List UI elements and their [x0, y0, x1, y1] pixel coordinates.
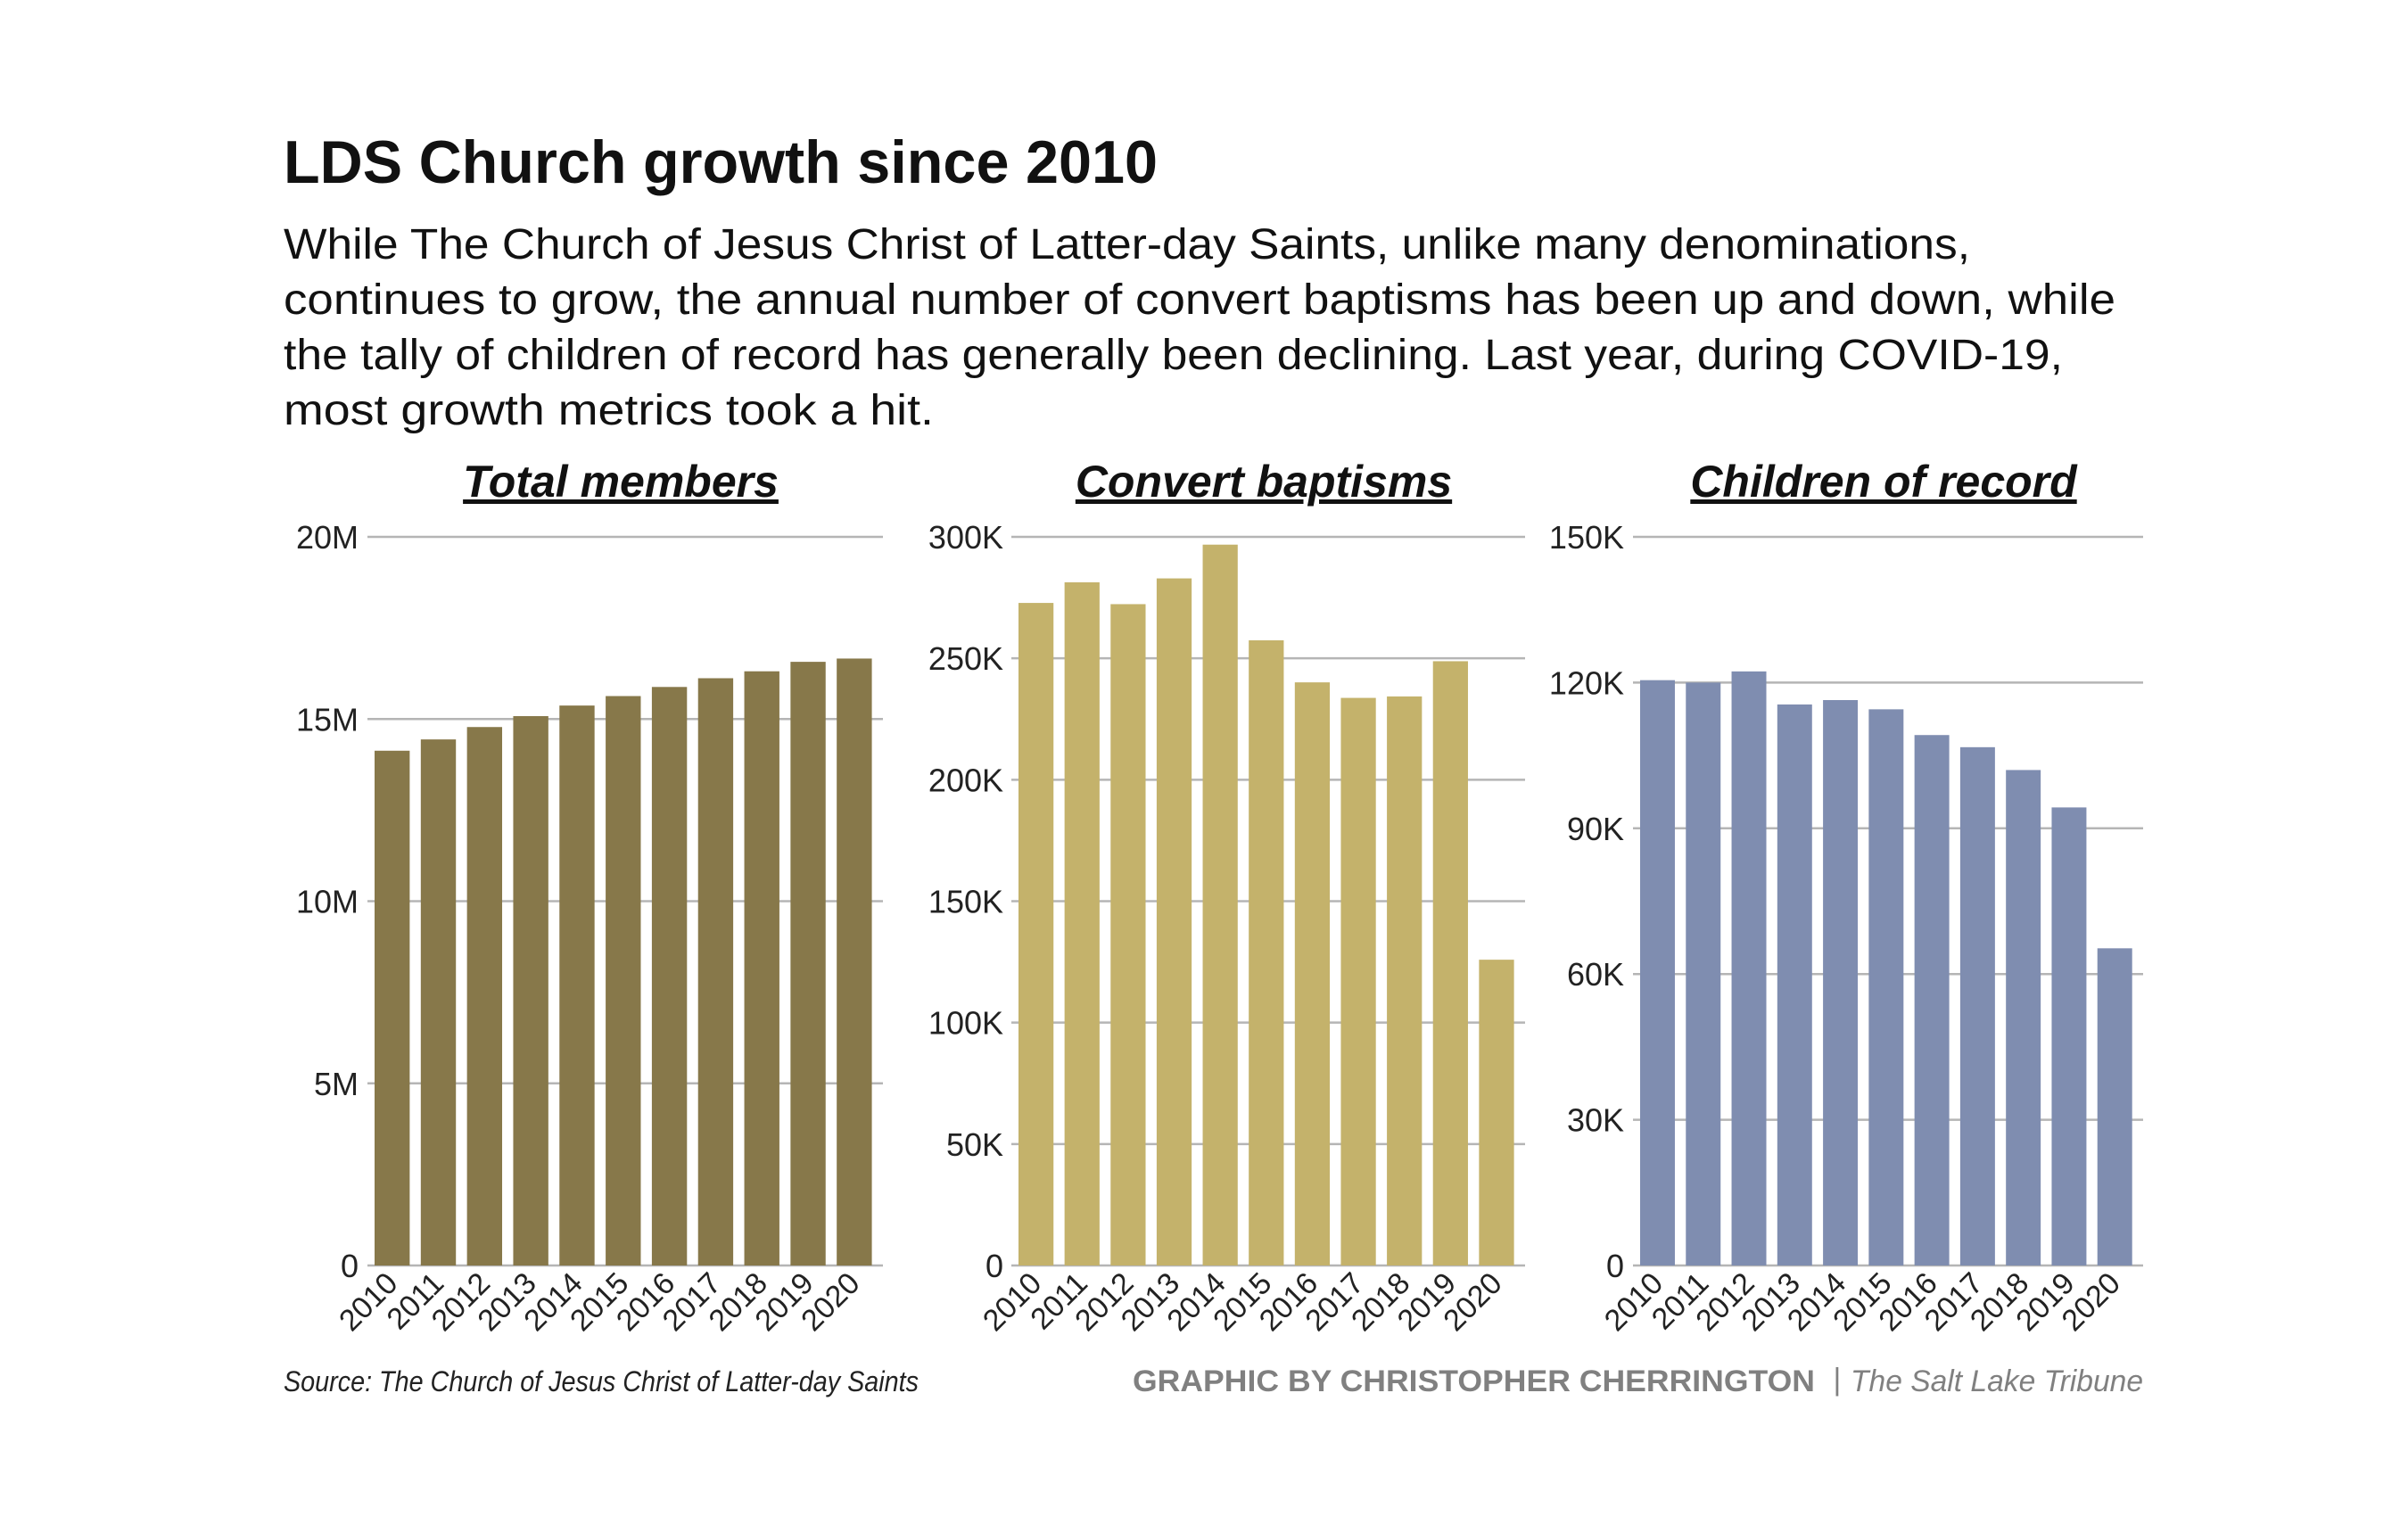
y-tick-label: 5M	[314, 1066, 359, 1102]
y-tick-label: 90K	[1567, 811, 1624, 847]
y-tick-label: 0	[985, 1248, 1003, 1284]
credit-separator: |	[1833, 1363, 1841, 1397]
bar-2010	[1640, 680, 1675, 1265]
bar-2019	[1432, 661, 1468, 1265]
bar-2015	[1249, 640, 1284, 1265]
description-line: While The Church of Jesus Christ of Latt…	[284, 221, 1970, 268]
bar-2015	[1868, 709, 1904, 1265]
bar-2020	[837, 658, 872, 1265]
publication-name: The Salt Lake Tribune	[1851, 1364, 2143, 1398]
y-tick-label: 100K	[928, 1005, 1003, 1042]
bar-2019	[2051, 807, 2087, 1265]
bar-2013	[513, 715, 548, 1265]
chart-title: Children of record	[1690, 457, 2078, 507]
bar-2016	[651, 687, 688, 1265]
bar-2010	[1018, 603, 1054, 1265]
bar-2018	[1387, 696, 1423, 1265]
source-note: Source: The Church of Jesus Christ of La…	[284, 1365, 919, 1397]
y-tick-label: 20M	[296, 519, 359, 556]
y-tick-label: 120K	[1549, 664, 1624, 701]
bar-2014	[559, 705, 595, 1265]
bar-2016	[1914, 735, 1950, 1265]
bar-2013	[1156, 578, 1192, 1265]
bar-2018	[2006, 770, 2041, 1265]
y-tick-label: 150K	[1549, 519, 1624, 556]
bar-2019	[790, 662, 826, 1265]
bar-2020	[2097, 948, 2132, 1265]
y-tick-label: 0	[341, 1248, 359, 1284]
chart-title: Convert baptisms	[1076, 457, 1452, 507]
bar-2011	[1064, 581, 1100, 1265]
bar-2011	[1686, 682, 1721, 1265]
bar-2016	[1294, 682, 1331, 1265]
bar-2014	[1202, 544, 1238, 1265]
bar-2012	[466, 727, 503, 1265]
chart-title: Total members	[463, 457, 779, 507]
y-tick-label: 50K	[946, 1126, 1003, 1163]
bar-2013	[1777, 704, 1812, 1265]
bar-2010	[375, 750, 410, 1265]
bar-2012	[1110, 604, 1146, 1265]
y-tick-label: 30K	[1567, 1102, 1624, 1139]
y-tick-label: 200K	[928, 762, 1003, 798]
y-tick-label: 250K	[928, 640, 1003, 677]
y-tick-label: 10M	[296, 884, 359, 920]
description-line: most growth metrics took a hit.	[284, 387, 934, 434]
description-line: continues to grow, the annual number of …	[284, 276, 2115, 324]
bar-2017	[1959, 746, 1995, 1265]
bar-2020	[1479, 960, 1514, 1265]
bar-2015	[606, 696, 641, 1265]
y-tick-label: 150K	[928, 884, 1003, 920]
bar-2018	[744, 671, 779, 1265]
page-title: LDS Church growth since 2010	[284, 128, 1158, 196]
y-tick-label: 0	[1606, 1248, 1624, 1284]
y-tick-label: 60K	[1567, 956, 1624, 993]
bar-2012	[1731, 671, 1767, 1265]
bar-2017	[697, 678, 734, 1265]
y-tick-label: 15M	[296, 701, 359, 738]
bar-2017	[1340, 697, 1376, 1265]
description-line: the tally of children of record has gene…	[284, 332, 2063, 379]
y-tick-label: 300K	[928, 519, 1003, 556]
chart-1: Convert baptisms 0 50K 100K 150K 200K 250K 300K…	[928, 457, 1525, 1338]
graphic-credit: GRAPHIC BY CHRISTOPHER CHERRINGTON	[1133, 1364, 1815, 1398]
bar-2011	[420, 739, 457, 1265]
bar-2014	[1823, 700, 1859, 1265]
chart-2: Children of record030K60K90K120K150K2010…	[1549, 457, 2143, 1338]
chart-0: Total members05M10M15M20M201020112012201…	[296, 457, 883, 1338]
